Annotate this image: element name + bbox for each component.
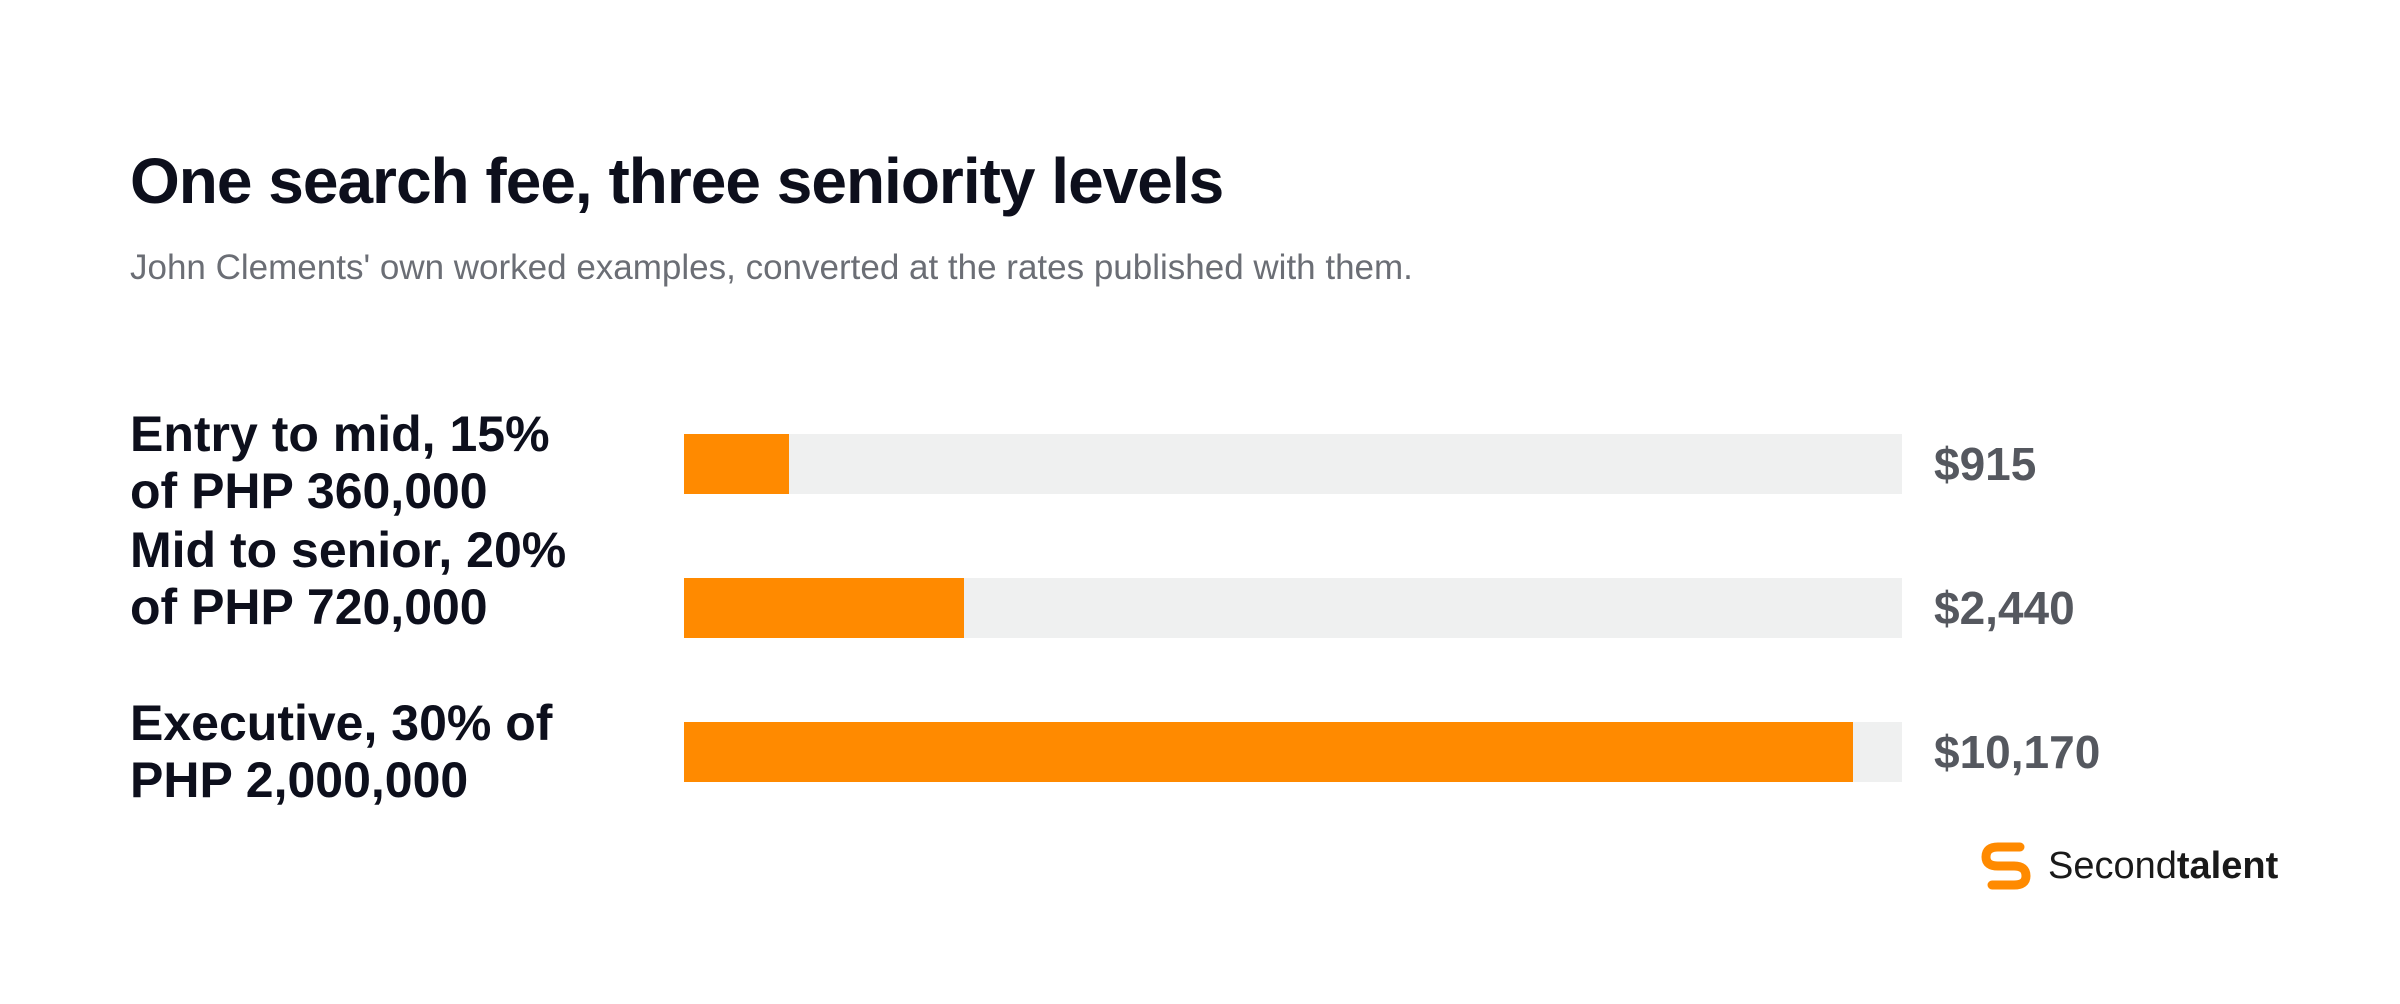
bar [684, 722, 1853, 782]
secondtalent-logo-icon [1981, 842, 2031, 890]
brand-name-bold: talent [2176, 844, 2279, 887]
chart-title: One search fee, three seniority levels [130, 145, 1224, 217]
category-label: Mid to senior, 20% of PHP 720,000 [130, 522, 567, 635]
category-label: Entry to mid, 15% of PHP 360,000 [130, 406, 550, 519]
brand-logo: Secondtalent [1980, 836, 2278, 896]
value-label: $2,440 [1934, 582, 2075, 634]
category-label: Executive, 30% of PHP 2,000,000 [130, 695, 553, 808]
bar [684, 434, 789, 494]
chart-subtitle: John Clements' own worked examples, conv… [130, 248, 1413, 287]
bar-track [684, 578, 1902, 638]
value-label: $10,170 [1934, 726, 2101, 778]
brand-name: Secondtalent [2048, 845, 2278, 888]
bar-track [684, 722, 1902, 782]
brand-name-regular: Second [2048, 844, 2177, 887]
bar-track [684, 434, 1902, 494]
bar [684, 578, 964, 638]
value-label: $915 [1934, 438, 2037, 490]
